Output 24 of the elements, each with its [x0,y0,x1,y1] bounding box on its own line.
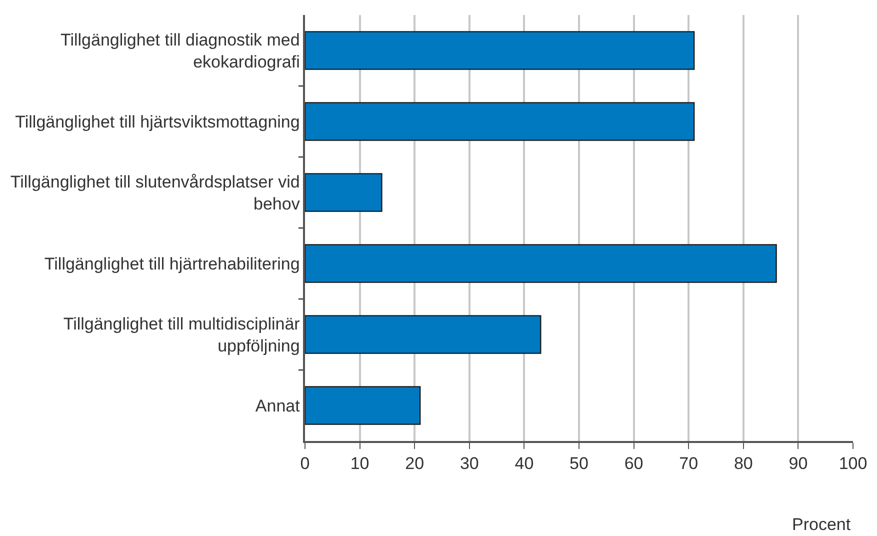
bar [305,315,542,354]
bar [305,173,382,212]
x-tick-label: 20 [405,454,424,474]
x-tick-label: 30 [460,454,479,474]
x-tick-label: 90 [788,454,808,474]
y-tick-label: Tillgänglighet till multidisciplinär uppföljning [63,314,300,356]
y-tick-label: Tillgänglighet till diagnostik med ekokardiografi [60,30,300,72]
bar [305,102,695,141]
x-tick-label: 50 [570,454,588,474]
x-tick-label: 100 [838,454,868,474]
y-tick-label: Annat [255,396,300,416]
x-axis-title: Procent [792,515,851,534]
y-tick-label: Tillgänglighet till hjärtrehabilitering [44,254,300,274]
x-tick-label: 60 [624,454,644,474]
bar [305,386,421,425]
bar [305,244,777,283]
x-tick-label: 10 [350,454,370,474]
x-tick-label: 40 [514,454,534,474]
y-tick-label: Tillgänglighet till hjärtsviktsmottagning [15,112,300,132]
x-tick-label: 70 [679,454,698,474]
bar [305,31,695,70]
x-tick-label: 80 [734,454,753,474]
y-tick-label: Tillgänglighet till slutenvårdsplatser vid behov [10,172,300,214]
x-tick-label: 0 [300,454,310,474]
